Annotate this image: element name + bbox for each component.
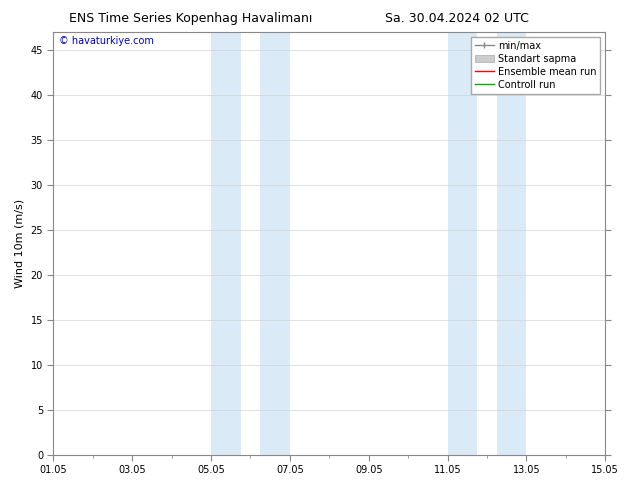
Y-axis label: Wind 10m (m/s): Wind 10m (m/s) bbox=[15, 199, 25, 288]
Text: © havaturkiye.com: © havaturkiye.com bbox=[59, 36, 154, 47]
Text: Sa. 30.04.2024 02 UTC: Sa. 30.04.2024 02 UTC bbox=[385, 12, 528, 25]
Bar bbox=[261, 32, 290, 455]
Legend: min/max, Standart sapma, Ensemble mean run, Controll run: min/max, Standart sapma, Ensemble mean r… bbox=[470, 37, 600, 94]
Bar bbox=[448, 32, 477, 455]
Bar bbox=[497, 32, 526, 455]
Bar bbox=[211, 32, 241, 455]
Text: ENS Time Series Kopenhag Havalimanı: ENS Time Series Kopenhag Havalimanı bbox=[68, 12, 312, 25]
